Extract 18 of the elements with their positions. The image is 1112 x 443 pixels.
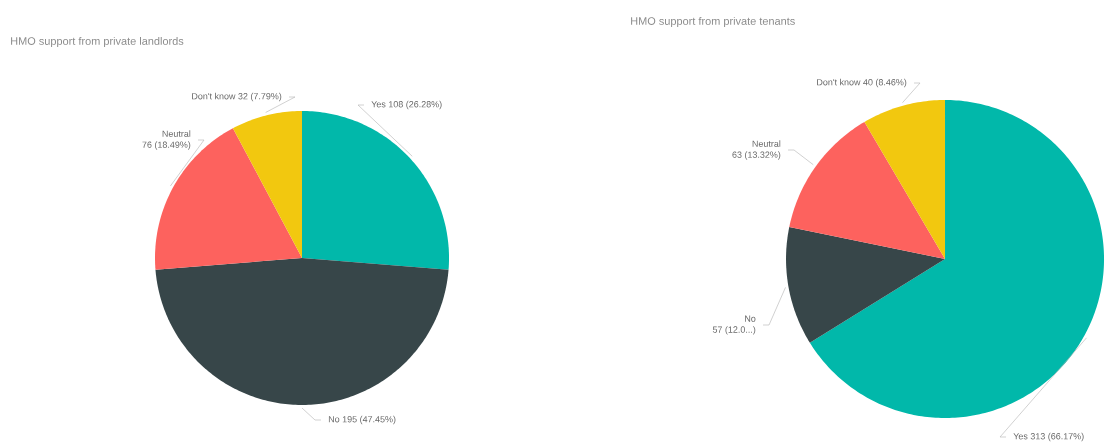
slice-label: Don't know (192, 92, 236, 100)
slice-label: Yes (371, 101, 386, 108)
slice-label: Neutral (752, 140, 781, 147)
data-label: 108 (26.28%) (389, 100, 442, 110)
data-label: 195 (47.45%) (342, 415, 396, 425)
data-label: 40 (8.46%) (863, 78, 907, 88)
data-label: 57 (12.0...) (712, 326, 756, 335)
chart-title: HMO support from private landlords (11, 36, 184, 48)
data-label: 313 (66.17%) (1030, 432, 1084, 442)
slice-label: Don't know (817, 78, 861, 86)
data-label: 76 (18.49%) (142, 141, 191, 150)
data-label: 63 (13.32%) (732, 151, 781, 160)
slice-label: No (745, 315, 756, 322)
chart-title: HMO support from private tenants (631, 16, 795, 28)
slice-label: Yes (1013, 433, 1028, 440)
data-label: 32 (7.79%) (238, 92, 282, 102)
slice-label: Neutral (162, 130, 191, 137)
slice-label: No (328, 416, 340, 423)
